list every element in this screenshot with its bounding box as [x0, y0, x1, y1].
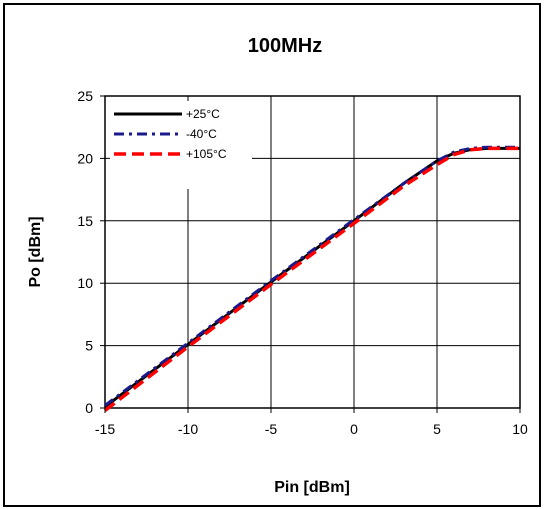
x-tick-label: 5: [433, 421, 441, 437]
legend-label-0: +25°C: [186, 107, 220, 121]
chart-title: 100MHz: [248, 35, 322, 57]
y-tick-label: 15: [77, 213, 93, 229]
y-tick-label: 0: [85, 400, 93, 416]
x-tick-label: 0: [350, 421, 358, 437]
x-tick-label: 10: [512, 421, 528, 437]
x-ticks: -15 -10 -5 0 5 10: [95, 408, 528, 437]
legend-label-2: +105°C: [186, 147, 227, 161]
y-ticks: 0 5 10 15 20 25: [77, 88, 105, 416]
series-layer: [103, 145, 520, 412]
y-tick-label: 25: [77, 88, 93, 104]
series-line-2: [103, 146, 520, 412]
legend-label-1: -40°C: [186, 127, 217, 141]
chart-frame: [3, 3, 541, 507]
series-line-1: [104, 145, 520, 407]
y-tick-label: 10: [77, 275, 93, 291]
legend-box: [110, 101, 252, 189]
y-tick-label: 20: [77, 150, 93, 166]
x-tick-label: -15: [95, 421, 115, 437]
plot-area: [104, 95, 521, 409]
x-axis-label: Pin [dBm]: [274, 479, 350, 496]
x-tick-label: -10: [178, 421, 198, 437]
legend: +25°C -40°C +105°C: [110, 101, 252, 189]
y-tick-label: 5: [85, 338, 93, 354]
x-tick-label: -5: [265, 421, 278, 437]
y-axis-label: Po [dBm]: [27, 216, 44, 287]
